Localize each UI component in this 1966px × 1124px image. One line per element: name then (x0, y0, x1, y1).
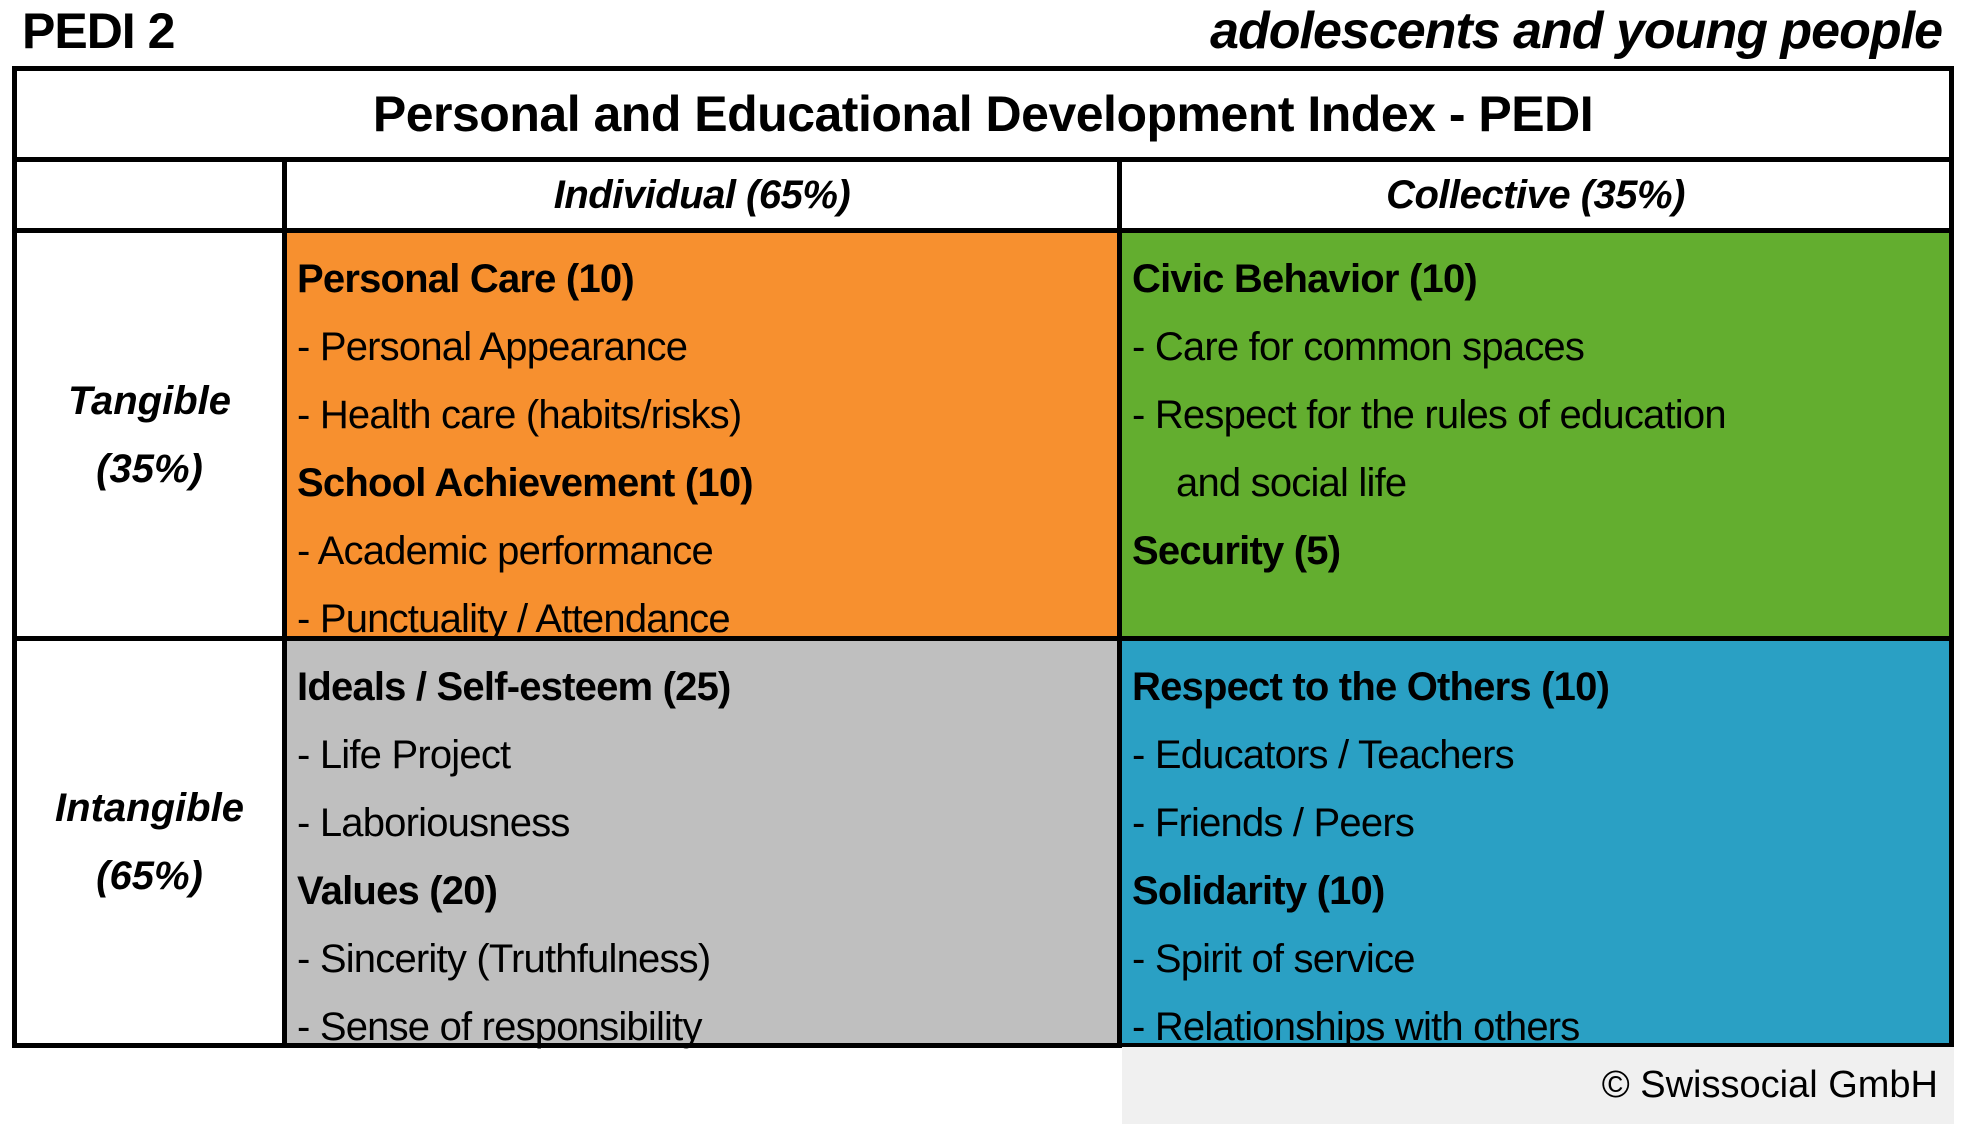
category-heading: Values (20) (297, 869, 498, 913)
row-header-weight: (35%) (96, 446, 203, 491)
column-header-individual: Individual (65%) (553, 172, 851, 217)
divider (17, 636, 1949, 641)
category-heading: Personal Care (10) (297, 257, 635, 301)
cell-intangible-individual: Ideals / Self-esteem (25) - Life Project… (287, 641, 1117, 1049)
indicator-item-continuation: and social life (1176, 461, 1407, 505)
indicator-item: - Care for common spaces (1132, 325, 1585, 369)
document-label: PEDI 2 (22, 3, 175, 59)
cell-tangible-collective: Civic Behavior (10) - Care for common sp… (1122, 233, 1949, 636)
indicator-item: - Sense of responsibility (297, 1005, 702, 1049)
indicator-item: - Spirit of service (1132, 937, 1415, 981)
copyright-text: © Swissocial GmbH (1601, 1064, 1938, 1106)
indicator-item: - Academic performance (297, 529, 714, 573)
divider (17, 157, 1949, 162)
cell-tangible-individual: Personal Care (10) - Personal Appearance… (287, 233, 1117, 641)
indicator-item: - Health care (habits/risks) (297, 393, 742, 437)
category-heading: School Achievement (10) (297, 461, 754, 505)
indicator-item: - Sincerity (Truthfulness) (297, 937, 711, 981)
category-heading: Civic Behavior (10) (1132, 257, 1478, 301)
table-title: Personal and Educational Development Ind… (372, 86, 1594, 142)
row-header-tangible: Tangible (35%) (17, 233, 282, 636)
divider (1117, 162, 1122, 1043)
row-header-weight: (65%) (96, 854, 203, 898)
indicator-item: - Relationships with others (1132, 1005, 1580, 1049)
indicator-item: - Life Project (297, 733, 511, 777)
divider (282, 162, 287, 1043)
category-heading: Ideals / Self-esteem (25) (297, 665, 731, 709)
row-header-intangible: Intangible (65%) (17, 641, 282, 1043)
cell-intangible-collective: Respect to the Others (10) - Educators /… (1122, 641, 1949, 1049)
pedi-table: Personal and Educational Development Ind… (12, 66, 1954, 1049)
indicator-item: - Laboriousness (297, 801, 570, 845)
indicator-item: - Punctuality / Attendance (297, 597, 731, 641)
category-heading: Respect to the Others (10) (1132, 665, 1610, 709)
audience-subtitle: adolescents and young people (1210, 2, 1943, 60)
copyright-footer: © Swissocial GmbH (1122, 1047, 1954, 1124)
divider (17, 228, 1949, 233)
indicator-item: - Respect for the rules of education (1132, 393, 1727, 437)
row-header-label: Intangible (55, 786, 244, 830)
row-header-label: Tangible (68, 378, 231, 423)
category-heading: Solidarity (10) (1132, 869, 1385, 913)
category-heading: Security (5) (1132, 529, 1341, 573)
indicator-item: - Personal Appearance (297, 325, 688, 369)
indicator-item: - Educators / Teachers (1132, 733, 1515, 777)
column-header-collective: Collective (35%) (1386, 172, 1685, 217)
indicator-item: - Friends / Peers (1132, 801, 1415, 845)
